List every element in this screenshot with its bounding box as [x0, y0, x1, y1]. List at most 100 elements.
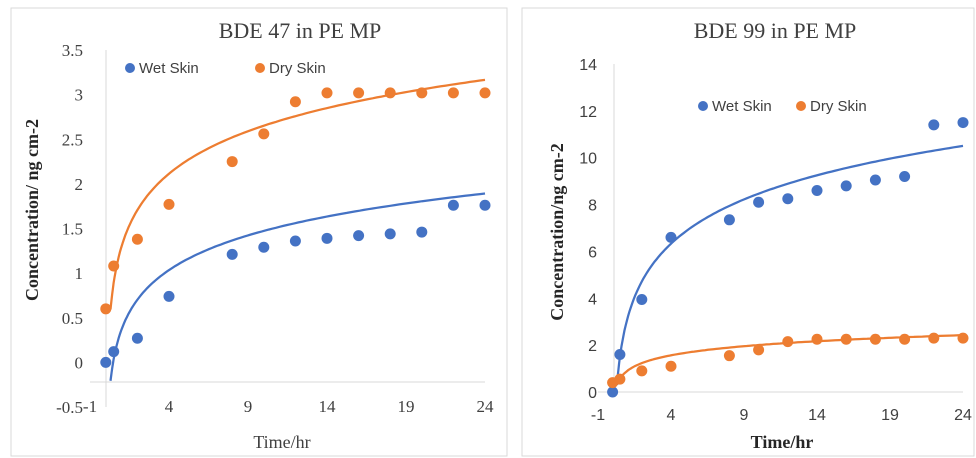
- data-point-dry-skin: [321, 87, 333, 99]
- data-point-dry-skin: [723, 350, 735, 362]
- y-tick-label: 2.5: [62, 130, 83, 149]
- y-tick-label: 4: [588, 291, 597, 308]
- x-tick-label: -1: [591, 407, 605, 424]
- y-tick-label: 8: [588, 198, 597, 215]
- data-point-wet-skin: [226, 248, 238, 260]
- data-point-wet-skin: [131, 332, 143, 344]
- x-tick-label: 4: [667, 407, 676, 424]
- plot-area: -1 4 9 14 19 24 -0.5 0 0.5 1 1.5 2 2.5 3 3.5 Wet Skin Dr…: [56, 41, 494, 417]
- data-point-wet-skin: [108, 346, 120, 358]
- data-point-dry-skin: [665, 360, 677, 372]
- data-point-dry-skin: [479, 87, 491, 99]
- data-point-dry-skin: [258, 128, 270, 140]
- chart-panel-bde47: BDE 47 in PE MP Concentration/ ng cm-2 T…: [10, 7, 508, 457]
- data-point-wet-skin: [753, 196, 765, 208]
- data-point-wet-skin: [614, 349, 626, 361]
- legend-label: Dry Skin: [269, 60, 326, 77]
- y-axis-label: Concentration/ng cm-2: [547, 143, 567, 320]
- data-point-wet-skin: [665, 231, 677, 243]
- data-point-dry-skin: [289, 96, 301, 108]
- data-point-wet-skin: [811, 185, 823, 197]
- data-point-dry-skin: [957, 332, 969, 344]
- legend-label: Dry Skin: [810, 98, 867, 115]
- data-point-wet-skin: [957, 117, 969, 129]
- y-tick-label: 3.5: [62, 41, 83, 60]
- x-tick-label: 24: [477, 397, 495, 416]
- legend-label: Wet Skin: [139, 60, 199, 77]
- y-tick-label: 2: [588, 338, 597, 355]
- data-point-dry-skin: [636, 365, 648, 377]
- data-point-dry-skin: [226, 156, 238, 168]
- y-tick-label: 3: [75, 86, 84, 105]
- legend-marker: [125, 63, 135, 73]
- data-point-wet-skin: [416, 226, 428, 238]
- legend-marker: [255, 63, 265, 73]
- y-tick-label: 0: [75, 353, 84, 372]
- x-tick-label: 19: [881, 407, 899, 424]
- chart-panel-bde99: BDE 99 in PE MP Concentration/ng cm-2 Ti…: [521, 7, 975, 457]
- data-point-dry-skin: [108, 260, 120, 272]
- x-tick-label: 24: [954, 407, 972, 424]
- x-axis-label: Time/hr: [253, 432, 310, 452]
- x-tick-label: 9: [740, 407, 749, 424]
- data-point-dry-skin: [384, 87, 396, 99]
- data-point-dry-skin: [811, 333, 823, 345]
- data-point-wet-skin: [636, 293, 648, 305]
- y-tick-label: 14: [579, 57, 597, 74]
- y-tick-label: 2: [75, 175, 84, 194]
- data-point-dry-skin: [899, 333, 911, 345]
- x-axis-label: Time/hr: [751, 432, 814, 452]
- data-point-wet-skin: [840, 180, 852, 192]
- data-point-wet-skin: [447, 199, 459, 211]
- data-point-wet-skin: [869, 174, 881, 186]
- data-point-wet-skin: [163, 290, 175, 302]
- data-point-dry-skin: [782, 336, 794, 348]
- data-point-dry-skin: [100, 303, 112, 315]
- data-point-dry-skin: [131, 233, 143, 245]
- data-point-dry-skin: [928, 332, 940, 344]
- data-point-wet-skin: [384, 228, 396, 240]
- y-tick-label: 12: [579, 104, 597, 121]
- legend-marker: [698, 101, 708, 111]
- data-point-dry-skin: [447, 87, 459, 99]
- chart-title: BDE 99 in PE MP: [694, 18, 857, 43]
- y-tick-label: 0.5: [62, 309, 83, 328]
- y-tick-label: -0.5: [56, 398, 83, 417]
- data-point-wet-skin: [321, 232, 333, 244]
- y-axis-label: Concentration/ ng cm-2: [22, 119, 42, 301]
- data-point-wet-skin: [607, 386, 619, 398]
- x-tick-label: 9: [244, 397, 253, 416]
- data-point-wet-skin: [782, 193, 794, 205]
- data-point-dry-skin: [416, 87, 428, 99]
- data-point-dry-skin: [353, 87, 365, 99]
- chart-title: BDE 47 in PE MP: [219, 18, 382, 43]
- data-point-wet-skin: [899, 170, 911, 182]
- data-point-dry-skin: [840, 333, 852, 345]
- x-tick-label: -1: [83, 397, 97, 416]
- x-tick-label: 14: [808, 407, 826, 424]
- data-point-wet-skin: [479, 199, 491, 211]
- data-point-wet-skin: [258, 241, 270, 253]
- y-tick-label: 1: [75, 264, 84, 283]
- x-tick-label: 4: [165, 397, 174, 416]
- chart-frame: [521, 7, 975, 457]
- data-point-wet-skin: [928, 119, 940, 131]
- trendline-wet-skin: [109, 192, 486, 381]
- legend-label: Wet Skin: [712, 98, 772, 115]
- y-tick-label: 10: [579, 151, 597, 168]
- trendline-wet-skin: [615, 144, 964, 386]
- x-tick-label: 19: [398, 397, 415, 416]
- data-point-wet-skin: [100, 356, 112, 368]
- data-point-wet-skin: [723, 214, 735, 226]
- y-tick-label: 0: [588, 385, 597, 402]
- data-point-dry-skin: [163, 198, 175, 210]
- data-point-dry-skin: [614, 373, 626, 385]
- legend-marker: [796, 101, 806, 111]
- x-tick-label: 14: [319, 397, 337, 416]
- y-tick-label: 6: [588, 244, 597, 261]
- y-tick-label: 1.5: [62, 220, 83, 239]
- data-point-wet-skin: [353, 230, 365, 242]
- data-point-dry-skin: [869, 333, 881, 345]
